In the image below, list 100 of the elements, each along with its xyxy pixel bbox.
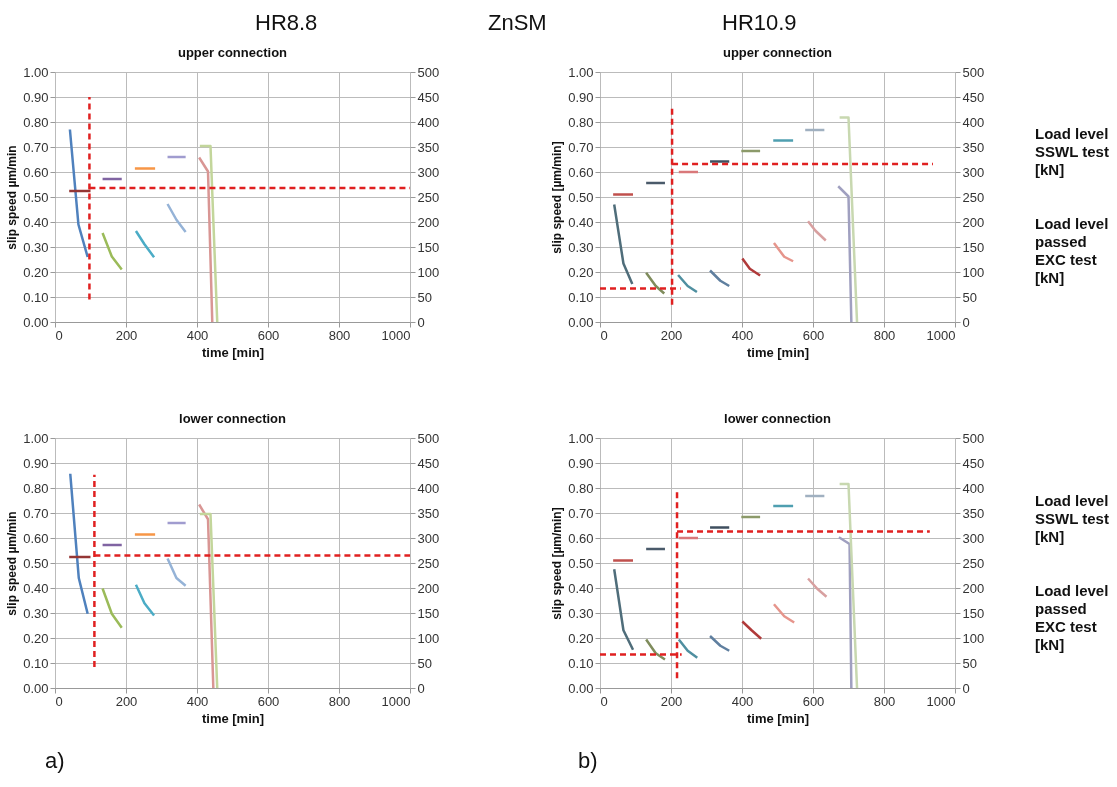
y-tick-label: 0.80 — [568, 114, 594, 130]
x-tick-label: 400 — [731, 693, 754, 709]
y2-tick-label: 200 — [417, 580, 440, 596]
y-tick-label: 0.10 — [23, 289, 49, 305]
y2-tick-label: 150 — [417, 239, 440, 255]
text: Load level SSWL test [kN] — [1035, 492, 1110, 546]
y-tick-label: 0.10 — [23, 655, 49, 671]
y2-tick-label: 500 — [962, 430, 985, 446]
y2-tick-label: 250 — [417, 189, 440, 205]
y-tick-label: 0.90 — [23, 455, 49, 471]
y2-tick-label: 450 — [417, 89, 440, 105]
y-tick-label: 0.40 — [23, 214, 49, 230]
y2-tick-label: 150 — [962, 239, 985, 255]
y-tick-label: 0.80 — [23, 114, 49, 130]
y-tick-label: 1.00 — [568, 64, 594, 80]
x-axis-title: time [min] — [746, 344, 810, 360]
y-tick-label: 0.90 — [568, 455, 594, 471]
y2-tick-label: 100 — [962, 630, 985, 646]
y-axis-title: slip speed µm/min — [5, 145, 20, 250]
y-tick-label: 0.60 — [23, 164, 49, 180]
y2-tick-label: 350 — [417, 505, 440, 521]
y-tick-label: 0.00 — [568, 680, 594, 696]
x-tick-label: 600 — [257, 693, 280, 709]
x-tick-label: 0 — [600, 693, 608, 709]
y-tick-label: 0.70 — [568, 139, 594, 155]
x-tick-label: 600 — [802, 327, 825, 343]
y-tick-label: 0.30 — [23, 239, 49, 255]
y-tick-label: 0.10 — [568, 655, 594, 671]
text: HR8.8 — [255, 10, 318, 36]
y-tick-label: 0.90 — [568, 89, 594, 105]
y-tick-label: 0.20 — [23, 264, 49, 280]
x-tick-label: 200 — [115, 693, 138, 709]
x-tick-label: 200 — [115, 327, 138, 343]
x-tick-label: 1000 — [381, 327, 411, 343]
y-tick-label: 1.00 — [23, 430, 49, 446]
y2-tick-label: 50 — [962, 655, 977, 671]
x-tick-label: 0 — [55, 693, 63, 709]
y2-tick-label: 400 — [962, 114, 985, 130]
y-tick-label: 0.40 — [568, 580, 594, 596]
x-tick-label: 400 — [186, 693, 209, 709]
y2-tick-label: 450 — [417, 455, 440, 471]
y-tick-label: 0.70 — [568, 505, 594, 521]
x-tick-label: 800 — [873, 693, 896, 709]
y2-tick-label: 0 — [962, 314, 970, 330]
y2-tick-label: 100 — [962, 264, 985, 280]
y-tick-label: 0.70 — [23, 139, 49, 155]
y-tick-label: 0.50 — [568, 189, 594, 205]
text: Load level SSWL test [kN] — [1035, 125, 1110, 179]
x-tick-label: 1000 — [381, 693, 411, 709]
y2-tick-label: 250 — [962, 555, 985, 571]
y-tick-label: 0.50 — [23, 555, 49, 571]
text: HR10.9 — [722, 10, 797, 36]
y-tick-label: 0.10 — [568, 289, 594, 305]
y2-tick-label: 400 — [962, 480, 985, 496]
y-tick-label: 0.00 — [23, 314, 49, 330]
y2-tick-label: 300 — [417, 530, 440, 546]
y2-tick-label: 350 — [962, 139, 985, 155]
text: a) — [45, 748, 65, 774]
y-tick-label: 0.50 — [23, 189, 49, 205]
y-tick-label: 0.70 — [23, 505, 49, 521]
y-tick-label: 0.40 — [23, 580, 49, 596]
x-tick-label: 1000 — [926, 327, 956, 343]
y2-tick-label: 200 — [962, 580, 985, 596]
y2-tick-label: 50 — [417, 289, 432, 305]
x-tick-label: 400 — [186, 327, 209, 343]
y2-tick-label: 250 — [417, 555, 440, 571]
chart-title: lower connection — [724, 411, 832, 426]
x-tick-label: 200 — [660, 327, 683, 343]
y2-tick-label: 150 — [962, 605, 985, 621]
y2-tick-label: 0 — [417, 314, 425, 330]
y2-tick-label: 300 — [417, 164, 440, 180]
y2-tick-label: 50 — [962, 289, 977, 305]
y-tick-label: 0.80 — [23, 480, 49, 496]
y-tick-label: 1.00 — [568, 430, 594, 446]
y2-tick-label: 0 — [417, 680, 425, 696]
x-axis-title: time [min] — [746, 710, 810, 726]
y2-tick-label: 450 — [962, 455, 985, 471]
y-tick-label: 0.20 — [568, 264, 594, 280]
y-tick-label: 0.40 — [568, 214, 594, 230]
y2-tick-label: 0 — [962, 680, 970, 696]
y2-tick-label: 500 — [417, 64, 440, 80]
y2-tick-label: 300 — [962, 164, 985, 180]
y-axis-title: slip speed [µm/min] — [550, 507, 565, 620]
y2-tick-label: 350 — [417, 139, 440, 155]
x-tick-label: 400 — [731, 327, 754, 343]
y2-tick-label: 250 — [962, 189, 985, 205]
y2-tick-label: 300 — [962, 530, 985, 546]
chart-title: upper connection — [177, 45, 288, 60]
x-tick-label: 800 — [873, 327, 896, 343]
text: Load level passed EXC test [kN] — [1035, 582, 1110, 654]
y-tick-label: 0.50 — [568, 555, 594, 571]
text: b) — [578, 748, 598, 774]
y2-tick-label: 200 — [962, 214, 985, 230]
y2-tick-label: 500 — [962, 64, 985, 80]
y2-tick-label: 150 — [417, 605, 440, 621]
y2-tick-label: 200 — [417, 214, 440, 230]
y-axis-title: slip speed µm/min — [5, 511, 20, 616]
y2-tick-label: 350 — [962, 505, 985, 521]
x-tick-label: 600 — [257, 327, 280, 343]
text: ZnSM — [488, 10, 547, 36]
